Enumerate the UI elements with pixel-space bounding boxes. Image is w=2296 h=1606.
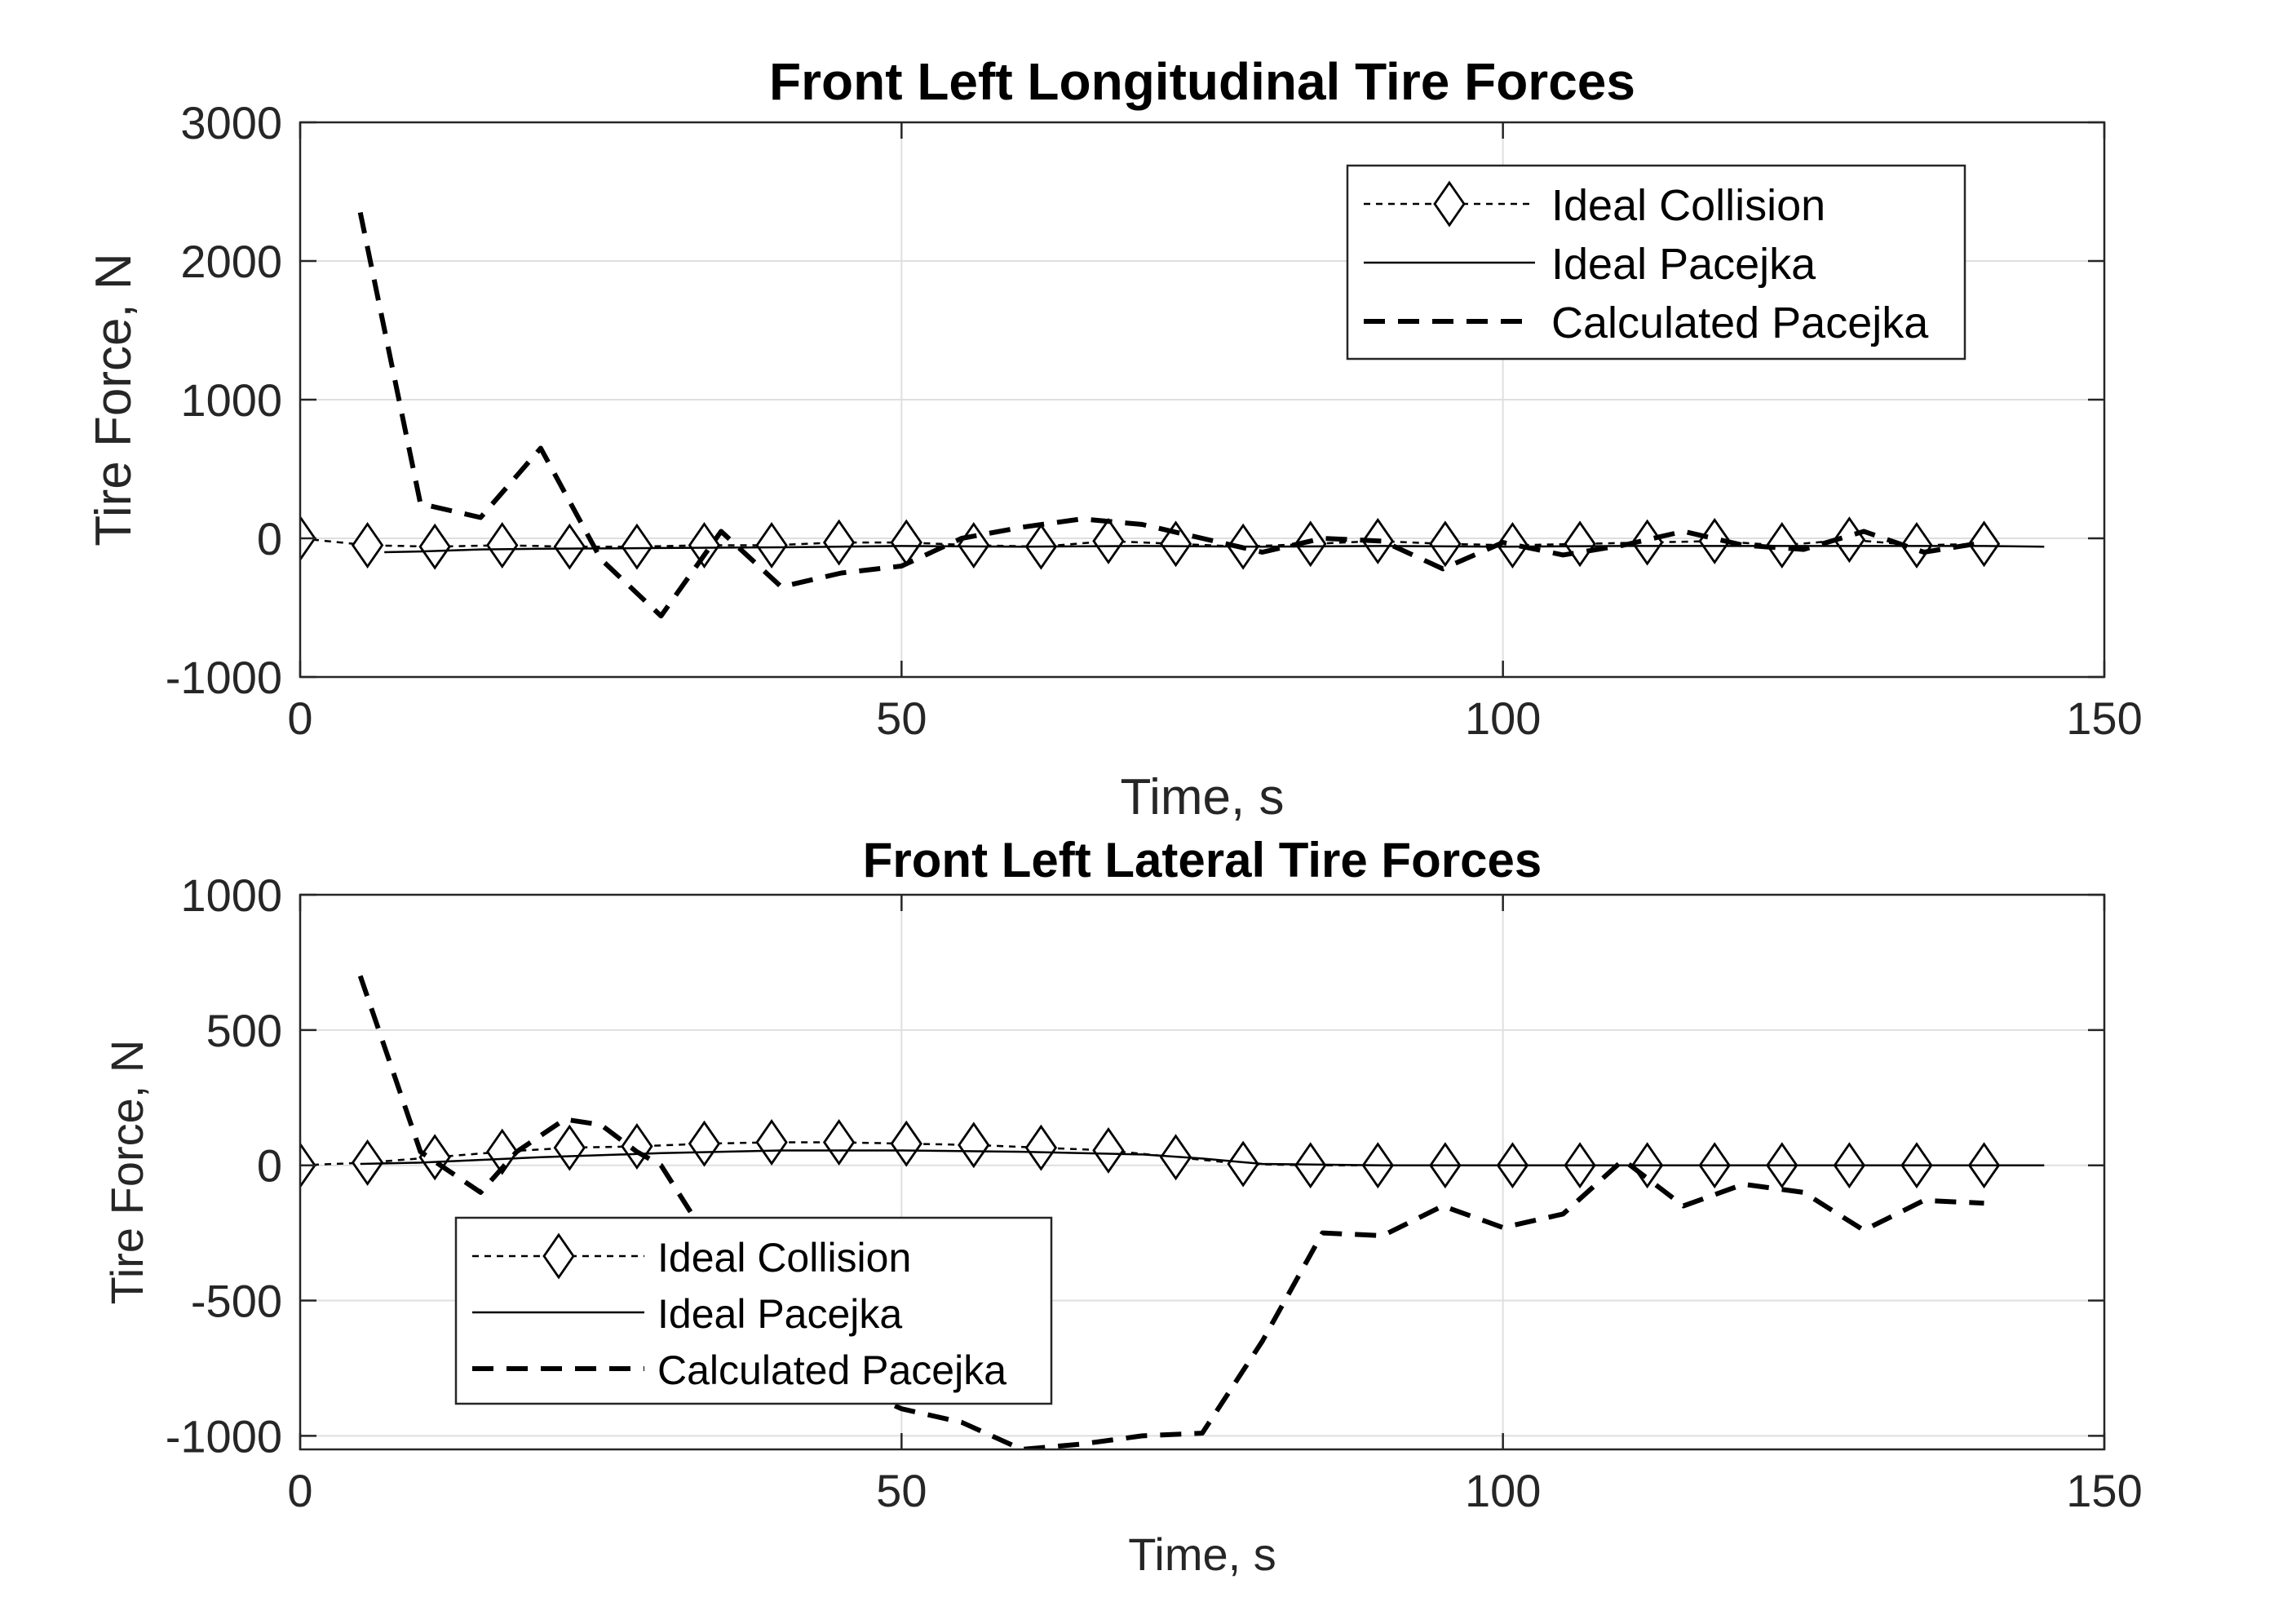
diamond-marker-icon <box>1433 180 1466 228</box>
legend-item-calculated-pacejka: Calculated Pacejka <box>472 1347 1006 1393</box>
data-point-diamond <box>1024 1124 1058 1171</box>
y-tick-label: 1000 <box>180 869 282 921</box>
y-tick-label: 2000 <box>180 236 282 287</box>
data-point-diamond <box>688 1120 721 1167</box>
y-axis-label: Tire Force, N <box>101 1040 153 1305</box>
x-tick-label: 100 <box>1465 692 1541 744</box>
data-point-diamond <box>621 1123 653 1170</box>
y-tick-label: 3000 <box>180 97 282 148</box>
data-point-diamond <box>1429 520 1462 568</box>
y-tick-label: 0 <box>257 513 282 564</box>
plot-frame <box>299 893 2106 1451</box>
legend: Ideal Collision Ideal Pacejka Calculated… <box>1346 164 1966 361</box>
legend: Ideal Collision Ideal Pacejka Calculated… <box>454 1216 1053 1405</box>
y-tick-label: -500 <box>191 1276 282 1327</box>
legend-label: Calculated Pacejka <box>1551 299 1929 347</box>
chart-title: Front Left Longitudinal Tire Forces <box>769 52 1635 111</box>
x-tick-label: 50 <box>876 692 927 744</box>
data-point-diamond <box>890 1120 922 1167</box>
legend-label: Ideal Pacejka <box>657 1291 902 1337</box>
data-point-diamond <box>553 1124 586 1171</box>
data-point-diamond <box>822 1119 856 1166</box>
series-line-ideal-pacejka <box>360 1149 2045 1166</box>
x-tick-label: 0 <box>287 692 312 744</box>
data-point-diamond <box>418 523 451 570</box>
series-line-ideal-pacejka <box>384 545 2045 554</box>
y-tick-label: 1000 <box>180 374 282 426</box>
series-group <box>300 211 2045 619</box>
y-tick-label: -1000 <box>166 1410 282 1462</box>
data-point-diamond <box>1294 520 1327 568</box>
diamond-marker-icon <box>542 1232 575 1280</box>
y-tick-label: -1000 <box>166 652 282 703</box>
legend-label: Ideal Collision <box>1551 181 1825 230</box>
longitudinal-chart: 0 50 100 150 -1000 0 1000 2000 3000 Fron… <box>86 52 2143 825</box>
data-point-diamond <box>1227 1140 1259 1188</box>
data-point-diamond <box>351 1139 384 1186</box>
data-point-diamond <box>958 1122 990 1169</box>
data-point-diamond <box>1159 520 1192 568</box>
x-tick-label: 150 <box>2066 1465 2142 1516</box>
data-point-diamond <box>418 1134 451 1181</box>
legend-item-ideal-pacejka: Ideal Pacejka <box>472 1291 902 1337</box>
y-tick-label: 500 <box>206 1005 282 1056</box>
y-axis-label: Tire Force, N <box>86 253 142 546</box>
y-tick-labels: -1000 -500 0 500 1000 <box>166 869 282 1462</box>
data-point-diamond <box>822 519 856 566</box>
x-tick-label: 100 <box>1465 1465 1541 1516</box>
legend-item-ideal-pacejka: Ideal Pacejka <box>1364 240 1816 289</box>
tick-marks <box>299 893 2106 1449</box>
series-line-calculated-pacejka <box>357 211 1984 619</box>
data-point-diamond <box>1092 1127 1125 1174</box>
data-point-diamond <box>755 1119 788 1166</box>
data-point-diamond <box>486 522 519 569</box>
lateral-chart: 0 50 100 150 -1000 -500 0 500 1000 Front… <box>101 833 2143 1580</box>
x-axis-label: Time, s <box>1121 769 1285 825</box>
legend-item-calculated-pacejka: Calculated Pacejka <box>1364 299 1929 347</box>
y-tick-label: 0 <box>257 1140 282 1192</box>
x-axis-label: Time, s <box>1128 1529 1276 1580</box>
series-line-calculated-pacejka <box>357 975 1984 1449</box>
tick-marks <box>299 121 2106 679</box>
legend-item-ideal-collision: Ideal Collision <box>472 1232 911 1281</box>
x-tick-label: 0 <box>287 1465 312 1516</box>
legend-label: Ideal Collision <box>657 1235 911 1281</box>
chart-title: Front Left Lateral Tire Forces <box>863 833 1542 887</box>
x-tick-labels: 0 50 100 150 <box>287 692 2142 744</box>
data-point-diamond <box>755 522 788 569</box>
data-point-diamond <box>621 523 653 570</box>
data-point-diamond <box>1092 517 1125 564</box>
legend-label: Calculated Pacejka <box>657 1347 1006 1393</box>
data-point-diamond <box>1496 522 1529 569</box>
x-tick-label: 150 <box>2066 692 2142 744</box>
legend-item-ideal-collision: Ideal Collision <box>1364 180 1825 230</box>
legend-label: Ideal Pacejka <box>1551 240 1816 289</box>
data-point-diamond <box>486 1128 519 1175</box>
y-tick-labels: -1000 0 1000 2000 3000 <box>166 97 282 703</box>
data-point-diamond <box>351 522 384 569</box>
x-tick-labels: 0 50 100 150 <box>287 1465 2142 1516</box>
data-point-diamond <box>553 523 586 570</box>
series-group <box>300 975 2045 1449</box>
x-tick-label: 50 <box>876 1465 927 1516</box>
data-point-diamond <box>1967 520 2001 568</box>
